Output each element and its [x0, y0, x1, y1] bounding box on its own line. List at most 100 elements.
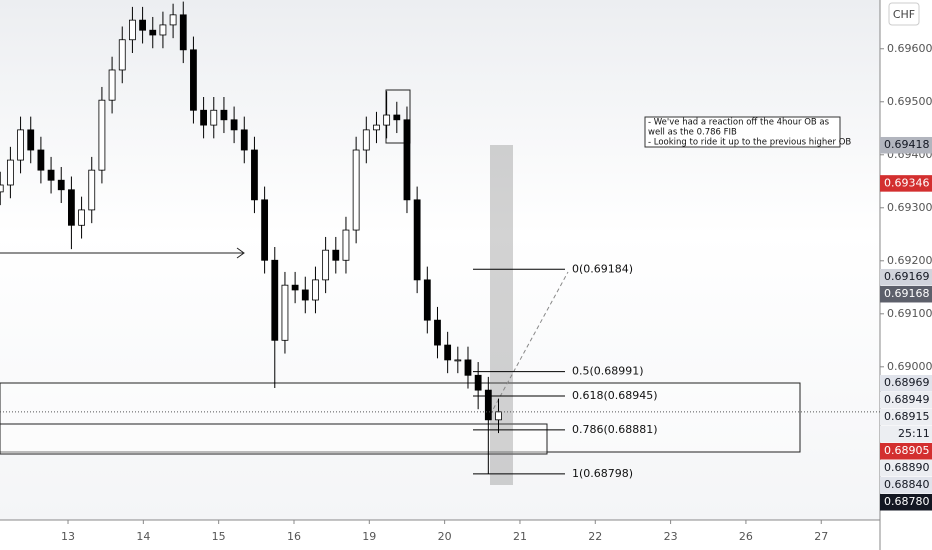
candle-body: [0, 184, 4, 193]
candle-body: [210, 109, 218, 126]
candle-body: [464, 359, 472, 376]
candle-body: [88, 169, 96, 211]
price-label: 0.68890: [884, 461, 930, 474]
candle-body: [220, 109, 228, 121]
y-tick-label: 0.69500: [887, 95, 932, 108]
candle-body: [149, 29, 157, 36]
fib-label: 0.5(0.68991): [572, 365, 644, 378]
y-tick-label: 0.69300: [887, 201, 932, 214]
price-label: 0.68905: [884, 444, 930, 457]
y-tick-label: 0.69100: [887, 307, 932, 320]
candle-body: [47, 169, 55, 181]
currency-badge[interactable]: [888, 2, 920, 26]
x-tick-label: 14: [136, 530, 150, 543]
candle-body: [78, 209, 85, 226]
candle-body: [403, 119, 411, 201]
x-tick-label: 15: [212, 530, 226, 543]
x-tick-label: 26: [739, 530, 753, 543]
candle-body: [190, 49, 197, 111]
candle-body: [332, 249, 340, 261]
order-block-zone: [0, 382, 801, 453]
candle-body: [271, 259, 279, 341]
x-tick-label: 21: [513, 530, 527, 543]
candle-body: [6, 159, 14, 186]
price-label-box: [880, 136, 932, 154]
candle-body: [352, 149, 360, 231]
x-tick-label: 19: [362, 530, 376, 543]
candle-body: [118, 39, 126, 71]
candle-body: [251, 149, 258, 201]
price-label-box: [880, 408, 932, 426]
candle-body: [362, 129, 370, 151]
annotation-box: [644, 116, 841, 148]
time-axis: [0, 520, 880, 550]
candle-body: [413, 199, 421, 281]
candle-body: [373, 124, 380, 131]
time-band: [490, 145, 513, 485]
price-label-box: [880, 476, 932, 494]
x-tick-label: 22: [588, 530, 602, 543]
candle-body: [108, 69, 116, 101]
price-label: 0.68915: [884, 410, 930, 423]
price-label-box: [880, 374, 932, 392]
candle-body: [37, 149, 45, 171]
candle-body: [27, 129, 35, 151]
candle-body: [454, 359, 462, 362]
x-tick-label: 20: [438, 530, 452, 543]
candle-body: [179, 14, 187, 51]
candle-body: [159, 24, 167, 36]
projection-line: [489, 271, 569, 416]
price-label-box: [880, 175, 932, 192]
price-label: 0.69169: [884, 270, 930, 283]
candle-body: [17, 129, 24, 161]
countdown-label: 25:11: [898, 427, 930, 440]
candle-body: [200, 109, 207, 126]
price-label-box: [880, 285, 932, 303]
candle-body: [68, 189, 75, 226]
fib-label: 1(0.68798): [572, 467, 633, 480]
candle-body: [291, 284, 299, 291]
order-block-zone: [0, 423, 548, 455]
annotation-text: - We've had a reaction off the 4hour OB …: [648, 118, 830, 128]
price-label: 0.68780: [884, 495, 930, 508]
price-label-box: [880, 442, 932, 460]
candle-body: [281, 284, 289, 341]
candle-body: [230, 119, 238, 131]
x-tick-label: 27: [814, 530, 828, 543]
candle-body: [383, 114, 391, 126]
currency-label: CHF: [893, 8, 915, 21]
arrow-head: [236, 247, 245, 259]
price-label: 0.68969: [884, 376, 930, 389]
price-label: 0.69168: [884, 287, 930, 300]
candle-body: [169, 14, 177, 26]
candle-body: [129, 19, 136, 41]
candle-body: [98, 99, 106, 171]
annotation-text: - Looking to ride it up to the previous …: [648, 138, 851, 148]
countdown-box: [880, 425, 932, 443]
candle-body: [301, 289, 309, 301]
price-label: 0.68840: [884, 478, 930, 491]
price-label-box: [880, 459, 932, 477]
fib-label: 0(0.69184): [572, 262, 633, 275]
price-label: 0.69418: [884, 138, 930, 151]
candle-body: [495, 411, 502, 421]
x-tick-label: 23: [664, 530, 678, 543]
candle-body: [393, 114, 401, 121]
candle-body: [322, 249, 330, 281]
candle-body: [342, 229, 350, 261]
candle-body: [423, 279, 431, 321]
fib-label: 0.786(0.68881): [572, 423, 658, 436]
candle-body: [57, 179, 65, 191]
candle-body: [261, 199, 269, 261]
candle-body: [434, 319, 441, 346]
y-tick-label: 0.69600: [887, 42, 932, 55]
y-tick-label: 0.69200: [887, 254, 932, 267]
plot-background: [0, 0, 880, 520]
candle-body: [139, 19, 146, 31]
candle-body: [444, 344, 452, 361]
candle-body: [312, 279, 319, 301]
price-label-box: [880, 493, 932, 511]
y-tick-label: 0.69000: [887, 360, 932, 373]
price-label: 0.68949: [884, 393, 930, 406]
x-tick-label: 13: [61, 530, 75, 543]
